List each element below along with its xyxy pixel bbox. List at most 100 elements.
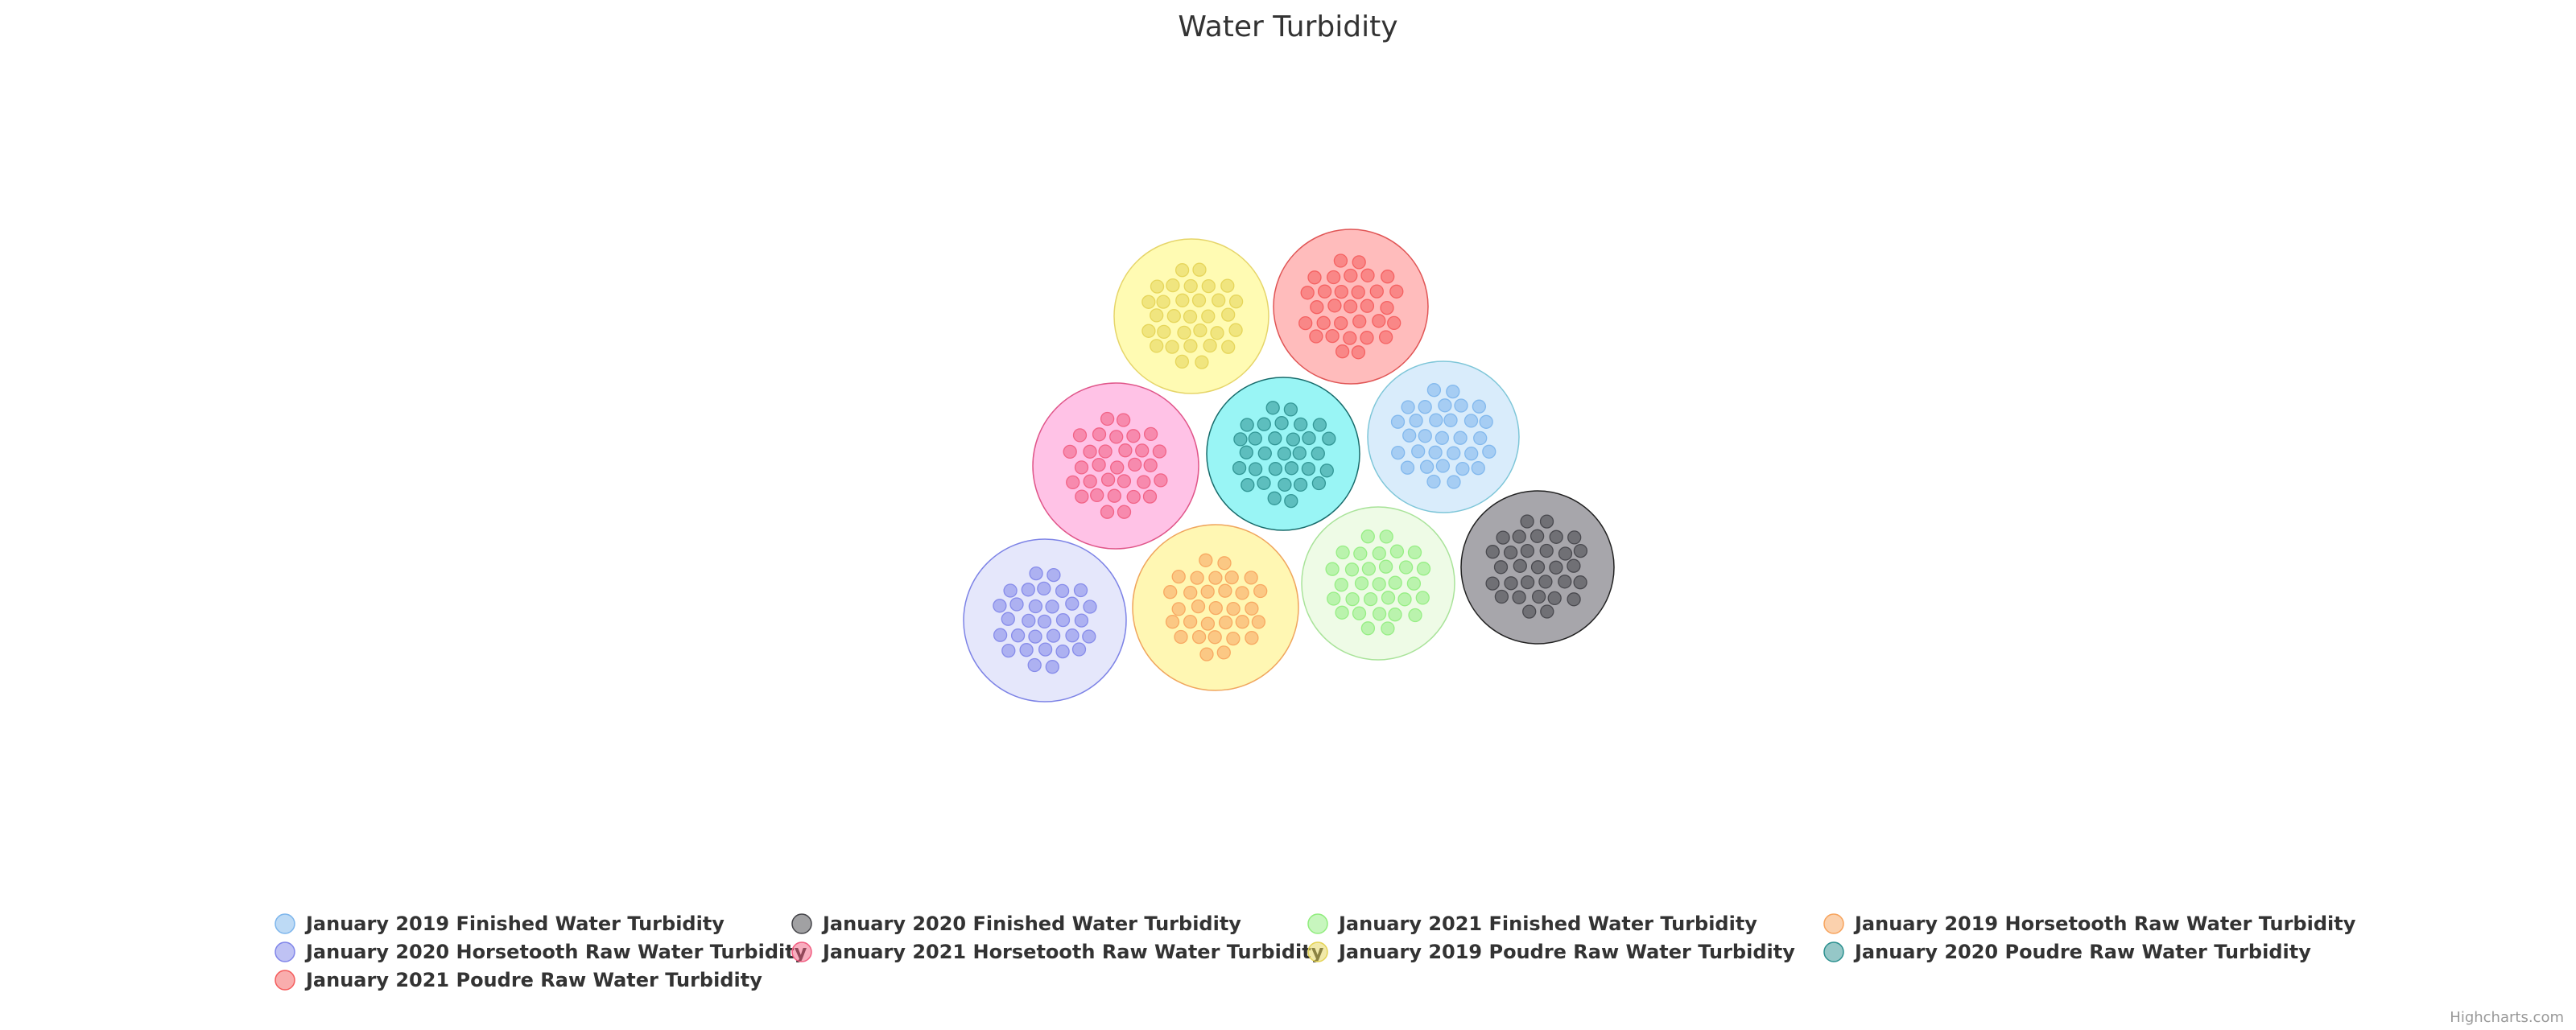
data-point[interactable] [1045,599,1059,614]
data-point[interactable] [1193,323,1208,338]
data-point[interactable] [1471,461,1485,476]
data-point[interactable] [1192,262,1207,277]
data-point[interactable] [1203,338,1217,353]
data-point[interactable] [1352,314,1367,329]
data-point[interactable] [1166,309,1181,323]
data-point[interactable] [1220,278,1235,293]
bubble-series-5[interactable] [963,538,1127,702]
data-point[interactable] [1126,429,1141,443]
data-point[interactable] [1284,493,1298,509]
data-point[interactable] [1531,589,1546,604]
data-point[interactable] [1379,529,1393,544]
legend-item[interactable]: January 2020 Poudre Raw Water Turbidity [1823,941,2311,963]
data-point[interactable] [1072,428,1088,443]
data-point[interactable] [1435,431,1450,445]
data-point[interactable] [1361,562,1377,576]
data-point[interactable] [1257,476,1271,490]
data-point[interactable] [1391,445,1406,460]
data-point[interactable] [1126,489,1141,505]
data-point[interactable] [1538,575,1553,589]
legend-item[interactable]: January 2019 Horsetooth Raw Water Turbid… [1823,913,2356,935]
data-point[interactable] [1150,339,1164,353]
data-point[interactable] [1221,307,1236,322]
data-point[interactable] [1513,558,1527,573]
data-point[interactable] [1248,462,1263,476]
data-point[interactable] [1165,615,1180,629]
data-point[interactable] [1156,295,1170,309]
data-point[interactable] [1298,315,1313,331]
data-point[interactable] [1177,325,1191,340]
data-point[interactable] [1143,458,1158,472]
data-point[interactable] [1327,591,1341,606]
data-point[interactable] [1010,628,1026,643]
data-point[interactable] [1152,444,1167,459]
data-point[interactable] [1191,629,1207,645]
data-point[interactable] [1311,476,1327,491]
data-point[interactable] [1372,607,1387,621]
data-point[interactable] [1183,309,1198,324]
credits-link[interactable]: Highcharts.com [2450,1009,2564,1026]
data-point[interactable] [1372,577,1386,591]
data-point[interactable] [1171,569,1186,584]
data-point[interactable] [1388,575,1402,590]
data-point[interactable] [1065,596,1080,611]
legend-item[interactable]: January 2021 Poudre Raw Water Turbidity [275,969,762,991]
data-point[interactable] [1409,414,1423,428]
data-point[interactable] [1210,326,1224,340]
data-point[interactable] [1075,489,1089,504]
data-point[interactable] [1245,601,1259,616]
data-point[interactable] [1472,399,1487,414]
data-point[interactable] [1426,383,1442,398]
data-point[interactable] [1520,543,1535,558]
data-point[interactable] [1426,474,1441,489]
data-point[interactable] [1098,444,1113,459]
data-point[interactable] [1183,339,1198,353]
data-point[interactable] [1029,566,1043,581]
data-point[interactable] [1312,418,1327,432]
data-point[interactable] [1446,384,1460,399]
data-point[interactable] [1558,546,1573,561]
data-point[interactable] [1150,308,1164,323]
data-point[interactable] [993,599,1007,613]
data-point[interactable] [1540,604,1554,619]
data-point[interactable] [1429,413,1443,427]
data-point[interactable] [1283,402,1298,417]
data-point[interactable] [1232,460,1247,476]
data-point[interactable] [1216,645,1231,660]
data-point[interactable] [1345,591,1360,607]
data-point[interactable] [1463,414,1479,428]
data-point[interactable] [1343,299,1358,314]
data-point[interactable] [1046,567,1061,583]
data-point[interactable] [1549,560,1563,575]
data-point[interactable] [1100,472,1116,487]
data-point[interactable] [1317,284,1332,299]
data-point[interactable] [1073,583,1088,598]
data-point[interactable] [1360,299,1375,313]
data-point[interactable] [1388,608,1402,622]
data-point[interactable] [1212,293,1226,307]
data-point[interactable] [1398,560,1414,575]
data-point[interactable] [1447,446,1461,460]
data-point[interactable] [1065,628,1080,643]
data-point[interactable] [1038,642,1053,657]
data-point[interactable] [1166,278,1180,293]
data-point[interactable] [1037,614,1052,629]
data-point[interactable] [1520,575,1535,590]
data-point[interactable] [1109,430,1124,444]
data-point[interactable] [1277,447,1292,461]
data-point[interactable] [1496,530,1510,545]
legend-item[interactable]: January 2019 Finished Water Turbidity [275,913,724,935]
data-point[interactable] [1407,545,1422,560]
data-point[interactable] [1235,615,1249,629]
data-point[interactable] [1372,546,1386,561]
data-point[interactable] [1154,473,1168,488]
data-point[interactable] [1369,284,1384,299]
data-point[interactable] [1411,444,1426,459]
data-point[interactable] [1443,413,1458,427]
data-point[interactable] [1083,444,1097,459]
data-point[interactable] [1092,457,1106,472]
data-point[interactable] [1141,323,1156,338]
data-point[interactable] [1218,583,1232,598]
data-point[interactable] [1022,613,1036,628]
bubble-series-6[interactable] [1032,382,1199,550]
